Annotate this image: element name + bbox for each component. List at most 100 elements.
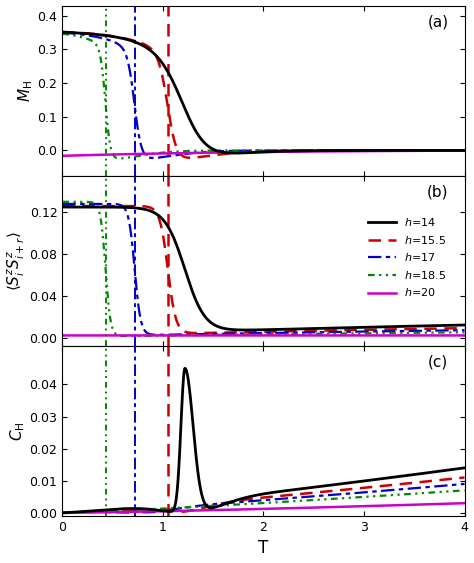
$h$=18.5 (129, 507, 135, 513)
$h$=20 (454, 332, 459, 339)
Text: (a): (a) (427, 14, 448, 29)
$h$=14 (243, 327, 249, 333)
$h$=18.5 (410, 490, 416, 497)
$h$=17 (454, 327, 460, 334)
$h$=15.5 (105, 32, 111, 39)
$h$=14 (462, 321, 467, 328)
$h$=15.5 (129, 203, 135, 209)
$h$=15.5 (410, 325, 416, 332)
$h$=17 (214, 501, 219, 507)
Line: $h$=14: $h$=14 (63, 32, 465, 153)
$h$=18.5 (117, 155, 123, 162)
$h$=15.5 (454, 475, 459, 482)
$h$=15.5 (60, 29, 65, 35)
$h$=17 (155, 332, 161, 338)
$h$=15.5 (462, 474, 467, 481)
$h$=18.5 (214, 147, 219, 154)
$h$=17 (129, 508, 135, 515)
Line: $h$=14: $h$=14 (63, 368, 465, 513)
$h$=14 (214, 503, 219, 510)
$h$=18.5 (410, 329, 416, 336)
$h$=17 (214, 330, 219, 337)
$h$=18.5 (105, 299, 111, 306)
$h$=15.5 (462, 325, 467, 332)
Line: $h$=20: $h$=20 (63, 503, 465, 513)
$h$=20 (60, 153, 65, 159)
$h$=14 (462, 147, 467, 154)
Y-axis label: $M_{\mathrm{H}}$: $M_{\mathrm{H}}$ (16, 79, 35, 102)
$h$=14 (410, 323, 416, 329)
Y-axis label: $C_{\mathrm{H}}$: $C_{\mathrm{H}}$ (8, 421, 27, 441)
$h$=15.5 (105, 203, 111, 209)
Line: $h$=18.5: $h$=18.5 (63, 490, 465, 513)
$h$=14 (105, 33, 111, 39)
$h$=20 (214, 149, 219, 156)
$h$=18.5 (454, 488, 459, 494)
$h$=17 (105, 200, 111, 207)
$h$=14 (129, 505, 135, 512)
$h$=20 (462, 147, 467, 154)
$h$=15.5 (214, 329, 219, 336)
X-axis label: T: T (258, 539, 269, 557)
$h$=14 (454, 466, 460, 472)
$h$=18.5 (105, 128, 111, 135)
Line: $h$=20: $h$=20 (63, 150, 465, 156)
Text: (b): (b) (427, 184, 448, 199)
$h$=18.5 (60, 510, 65, 516)
$h$=18.5 (231, 331, 237, 338)
$h$=17 (454, 481, 459, 488)
$h$=14 (454, 147, 460, 154)
$h$=17 (129, 82, 135, 89)
$h$=17 (129, 240, 135, 247)
$h$=17 (410, 485, 416, 491)
$h$=15.5 (462, 147, 467, 154)
Line: $h$=17: $h$=17 (63, 33, 465, 158)
$h$=14 (231, 150, 237, 157)
$h$=14 (105, 506, 111, 513)
$h$=20 (60, 332, 65, 339)
Line: $h$=15.5: $h$=15.5 (63, 477, 465, 513)
$h$=17 (462, 147, 467, 154)
$h$=18.5 (462, 487, 467, 494)
$h$=20 (105, 332, 111, 339)
$h$=20 (231, 149, 237, 156)
$h$=15.5 (214, 151, 219, 158)
$h$=18.5 (105, 508, 111, 515)
$h$=17 (105, 509, 111, 516)
$h$=20 (105, 509, 111, 516)
Line: $h$=17: $h$=17 (63, 204, 465, 335)
$h$=14 (232, 150, 238, 157)
$h$=20 (454, 148, 459, 154)
Line: $h$=18.5: $h$=18.5 (63, 202, 465, 336)
$h$=14 (214, 148, 219, 154)
$h$=18.5 (231, 147, 237, 154)
$h$=20 (105, 151, 111, 158)
$h$=18.5 (214, 502, 219, 509)
$h$=17 (60, 510, 65, 516)
$h$=20 (454, 500, 459, 507)
$h$=17 (214, 148, 219, 155)
$h$=20 (60, 510, 65, 516)
$h$=14 (129, 204, 135, 211)
$h$=15.5 (188, 154, 193, 161)
$h$=15.5 (410, 480, 416, 486)
$h$=18.5 (214, 332, 219, 338)
Legend: $h$=14, $h$=15.5, $h$=17, $h$=18.5, $h$=20: $h$=14, $h$=15.5, $h$=17, $h$=18.5, $h$=… (363, 212, 451, 303)
$h$=17 (462, 327, 467, 334)
$h$=15.5 (60, 203, 65, 209)
$h$=15.5 (214, 501, 219, 508)
$h$=18.5 (462, 329, 467, 336)
$h$=18.5 (60, 198, 65, 205)
$h$=20 (214, 507, 219, 513)
$h$=14 (410, 471, 416, 478)
$h$=15.5 (454, 147, 460, 154)
$h$=15.5 (129, 37, 135, 43)
Y-axis label: $\langle S^z_i S^z_{i+r}\rangle$: $\langle S^z_i S^z_{i+r}\rangle$ (6, 231, 27, 291)
$h$=14 (182, 365, 188, 372)
$h$=20 (410, 148, 416, 154)
$h$=20 (410, 332, 416, 339)
$h$=14 (214, 323, 219, 329)
$h$=14 (105, 204, 111, 211)
Line: $h$=17: $h$=17 (63, 484, 465, 513)
$h$=17 (410, 328, 416, 334)
